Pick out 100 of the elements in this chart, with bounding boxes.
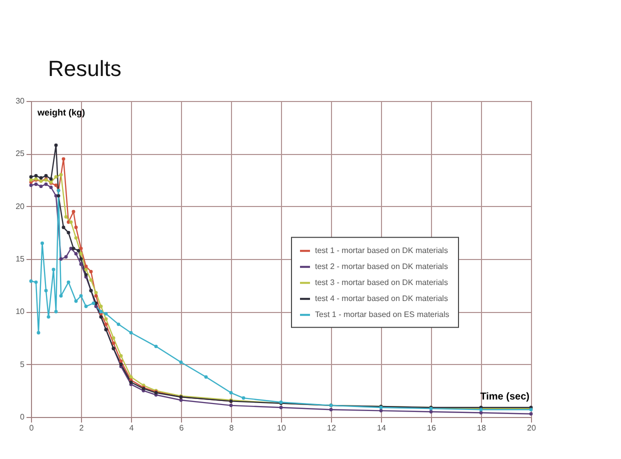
point: [29, 184, 33, 187]
point: [84, 264, 88, 268]
point: [129, 331, 133, 334]
point: [529, 412, 533, 416]
point: [59, 173, 63, 176]
point: [54, 144, 58, 147]
x-tick-label: 4: [129, 424, 134, 432]
x-tick-label: 12: [327, 424, 336, 432]
point: [34, 280, 38, 284]
point: [279, 406, 283, 410]
point: [54, 175, 58, 179]
point: [52, 268, 56, 272]
point: [179, 398, 183, 402]
y-tick-label: 0: [20, 412, 26, 422]
point: [94, 294, 98, 298]
legend-label: test 4 - mortar based on DK materials: [315, 294, 448, 303]
x-tick-label: 0: [29, 424, 34, 432]
point: [39, 176, 43, 180]
x-tick-label: 16: [427, 424, 436, 432]
point: [72, 246, 76, 250]
legend-label: test 3 - mortar based on DK materials: [315, 278, 448, 287]
point: [74, 299, 78, 303]
point: [54, 184, 58, 187]
x-tick-label: 18: [477, 424, 486, 432]
x-tick-label: 14: [377, 424, 386, 432]
point: [29, 175, 33, 179]
point: [66, 230, 70, 234]
point: [119, 354, 123, 358]
point: [104, 317, 108, 321]
point: [129, 380, 133, 384]
point: [229, 391, 233, 394]
point: [79, 294, 83, 298]
x-tick-label: 8: [229, 424, 234, 432]
point: [242, 396, 246, 400]
point: [116, 322, 120, 326]
point: [479, 411, 483, 415]
y-tick-label: 5: [20, 360, 26, 369]
point: [104, 322, 108, 326]
legend-label: Test 1 - mortar based on ES materials: [315, 310, 450, 319]
point: [99, 310, 103, 314]
point: [40, 241, 44, 245]
point: [56, 194, 60, 198]
point: [72, 210, 76, 214]
point: [329, 408, 333, 412]
x-tick-label: 20: [527, 424, 536, 432]
x-tick-label: 6: [179, 424, 184, 432]
point: [74, 252, 78, 256]
point: [44, 182, 48, 186]
point: [66, 280, 70, 284]
point: [59, 294, 63, 298]
point: [64, 215, 68, 219]
point: [34, 174, 38, 178]
point: [36, 331, 40, 334]
point: [34, 182, 38, 186]
x-tick-label: 2: [79, 424, 84, 432]
chart-title: Results: [48, 56, 122, 82]
point: [64, 255, 68, 259]
point: [49, 177, 53, 181]
point: [79, 257, 83, 261]
point: [229, 404, 233, 408]
point: [29, 279, 33, 283]
point: [379, 408, 383, 412]
point: [129, 375, 133, 379]
point: [54, 310, 58, 314]
y-tick-label: 25: [16, 149, 26, 158]
point: [59, 257, 63, 261]
point: [429, 410, 433, 414]
point: [79, 252, 83, 256]
point: [44, 174, 48, 178]
point: [84, 268, 88, 272]
point: [92, 302, 96, 305]
point: [49, 186, 53, 190]
point: [104, 312, 108, 316]
y-tick-label: 10: [16, 307, 26, 316]
point: [79, 262, 83, 266]
point: [79, 246, 83, 250]
point: [39, 184, 43, 188]
point: [112, 342, 116, 345]
point: [89, 270, 93, 274]
point: [84, 304, 88, 308]
point: [99, 304, 103, 308]
point: [89, 278, 93, 282]
point: [44, 288, 48, 292]
y-tick-label: 20: [16, 202, 26, 211]
point: [179, 360, 183, 364]
point: [154, 344, 158, 348]
point: [69, 220, 73, 224]
point: [46, 315, 50, 319]
point: [76, 248, 80, 252]
legend-label: test 2 - mortar based on DK materials: [315, 262, 448, 271]
point: [62, 226, 66, 230]
point: [62, 157, 66, 161]
y-tick-label: 30: [16, 96, 26, 106]
point: [74, 226, 78, 230]
x-tick-label: 10: [277, 424, 286, 432]
point: [74, 236, 78, 240]
point: [204, 375, 208, 379]
y-axis-title: weight (kg): [36, 108, 85, 118]
y-tick-label: 15: [16, 254, 26, 264]
x-axis-title: Time (sec): [480, 392, 530, 402]
